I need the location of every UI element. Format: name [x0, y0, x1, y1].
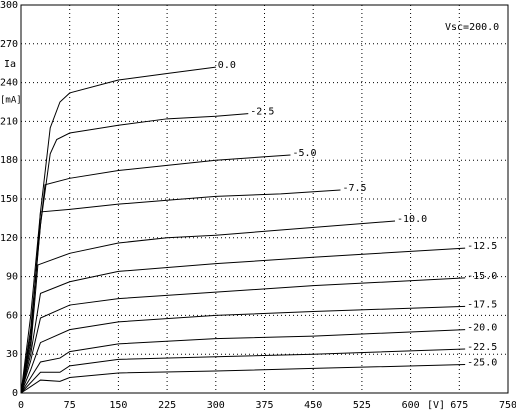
annotation: Vsc=200.0	[445, 22, 499, 33]
x-tick-label: 0	[18, 400, 24, 411]
x-tick-label: 450	[304, 400, 322, 411]
x-tick-label: 225	[158, 400, 176, 411]
x-tick-label: 525	[353, 400, 371, 411]
curve	[20, 348, 466, 394]
curve-label: -12.5	[467, 241, 497, 252]
curve-label: -7.5	[342, 183, 366, 194]
plot-frame	[20, 4, 509, 394]
y-tick-label: 60	[6, 310, 18, 321]
y-tick-label: 240	[0, 78, 18, 89]
x-tick-label: 675	[450, 400, 468, 411]
curve	[20, 113, 249, 394]
curve	[20, 364, 466, 394]
y-axis-unit: [mA]	[0, 96, 22, 106]
y-tick-label: 300	[0, 0, 18, 11]
x-tick-label: 750	[499, 400, 516, 411]
y-tick-label: 150	[0, 194, 18, 205]
y-tick-label: 270	[0, 39, 18, 50]
x-tick-label: 300	[207, 400, 225, 411]
curve	[20, 189, 341, 394]
x-axis-label: [V]	[427, 400, 445, 411]
x-tick-label: 375	[255, 400, 273, 411]
x-tick-label: 75	[64, 400, 76, 411]
curve-label: -15.0	[467, 271, 497, 282]
y-tick-label: 0	[12, 388, 18, 399]
y-tick-label: 30	[6, 349, 18, 360]
curve	[20, 277, 466, 394]
y-axis-label: Ia	[4, 59, 16, 70]
y-tick-label: 210	[0, 116, 18, 127]
curve	[20, 220, 396, 394]
y-tick-label: 180	[0, 155, 18, 166]
curve	[20, 66, 216, 394]
curve-label: -22.5	[467, 342, 497, 353]
x-tick-label: 600	[402, 400, 420, 411]
x-tick-label: 150	[109, 400, 127, 411]
curve-label: -2.5	[250, 107, 274, 118]
curve-label: -20.0	[467, 323, 497, 334]
curve	[20, 329, 466, 394]
curve-label: -10.0	[397, 214, 427, 225]
curve	[20, 247, 466, 394]
curve-label: -25.0	[467, 358, 497, 369]
curve-label: 0.0	[218, 60, 236, 71]
y-tick-label: 120	[0, 233, 18, 244]
curve	[20, 305, 466, 394]
curve-label: -17.5	[467, 299, 497, 310]
curve-label: -5.0	[292, 148, 316, 159]
y-tick-label: 90	[6, 272, 18, 283]
